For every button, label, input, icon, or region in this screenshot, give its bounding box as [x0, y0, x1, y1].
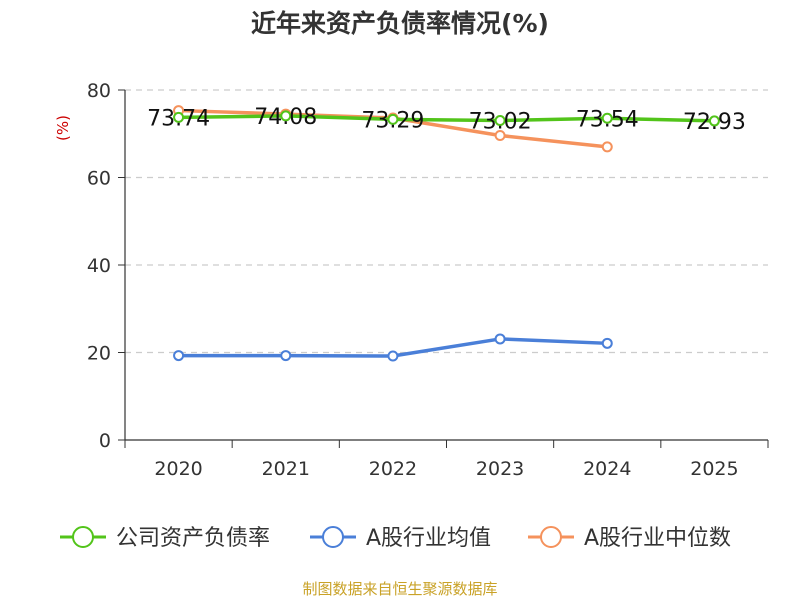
series-1-point-2 [387, 350, 399, 362]
y-tick-label-40: 40 [87, 255, 111, 277]
data-label-2025: 72.93 [683, 110, 746, 135]
data-label-2024: 73.54 [576, 107, 639, 132]
y-tick-label-60: 60 [87, 168, 111, 190]
x-tick-label-2025: 2025 [690, 458, 738, 480]
legend-marker-2 [540, 526, 562, 548]
series-0-point-3 [494, 115, 506, 127]
legend-marker-0 [72, 526, 94, 548]
series-2-point-3 [494, 130, 506, 141]
data-labels: 73.74 74.08 73.29 73.02 73.54 72.93 [147, 105, 746, 135]
data-label-2022: 73.29 [361, 108, 424, 133]
series-1-point-4 [601, 337, 613, 349]
series-1-point-1 [280, 350, 292, 362]
data-label-2021: 74.08 [254, 105, 317, 130]
x-tick-label-2020: 2020 [154, 458, 202, 480]
legend-marker-1 [322, 526, 344, 548]
y-axis-unit-label: (%) [54, 115, 72, 141]
data-label-2023: 73.02 [469, 110, 532, 135]
x-tick-label-2024: 2024 [583, 458, 631, 480]
data-label-2020: 73.74 [147, 106, 210, 131]
series-1-point-3 [494, 333, 506, 345]
x-tick-label-2021: 2021 [262, 458, 310, 480]
series-lines [173, 105, 720, 362]
legend-item-2: A股行业中位数 [528, 526, 731, 551]
series-0-point-2 [387, 113, 399, 125]
legend-item-1: A股行业均值 [310, 526, 491, 551]
series-line-0 [178, 114, 715, 123]
y-tick-label-80: 80 [87, 80, 111, 102]
legend-label-1: A股行业均值 [366, 526, 491, 551]
x-tick-label-2022: 2022 [369, 458, 417, 480]
axes: 0 20 40 60 80 2020 2021 2022 2023 2024 2025 [87, 80, 769, 480]
legend: 公司资产负债率 A股行业均值 A股行业中位数 [60, 526, 731, 551]
series-0-point-5 [708, 115, 720, 127]
legend-label-2: A股行业中位数 [584, 526, 731, 551]
series-0-point-4 [601, 112, 613, 124]
y-tick-label-20: 20 [87, 343, 111, 365]
x-tick-label-2023: 2023 [476, 458, 524, 480]
y-tick-label-0: 0 [99, 430, 111, 452]
series-1-point-0 [173, 350, 185, 362]
series-0-point-1 [280, 110, 292, 122]
source-note: 制图数据来自恒生聚源数据库 [302, 580, 498, 598]
series-2-point-4 [601, 141, 613, 153]
chart-title: 近年来资产负债率情况(%) [251, 9, 549, 38]
grid-lines [125, 89, 768, 354]
series-0-point-0 [173, 111, 185, 123]
legend-label-0: 公司资产负债率 [116, 526, 270, 551]
legend-item-0: 公司资产负债率 [60, 526, 270, 551]
